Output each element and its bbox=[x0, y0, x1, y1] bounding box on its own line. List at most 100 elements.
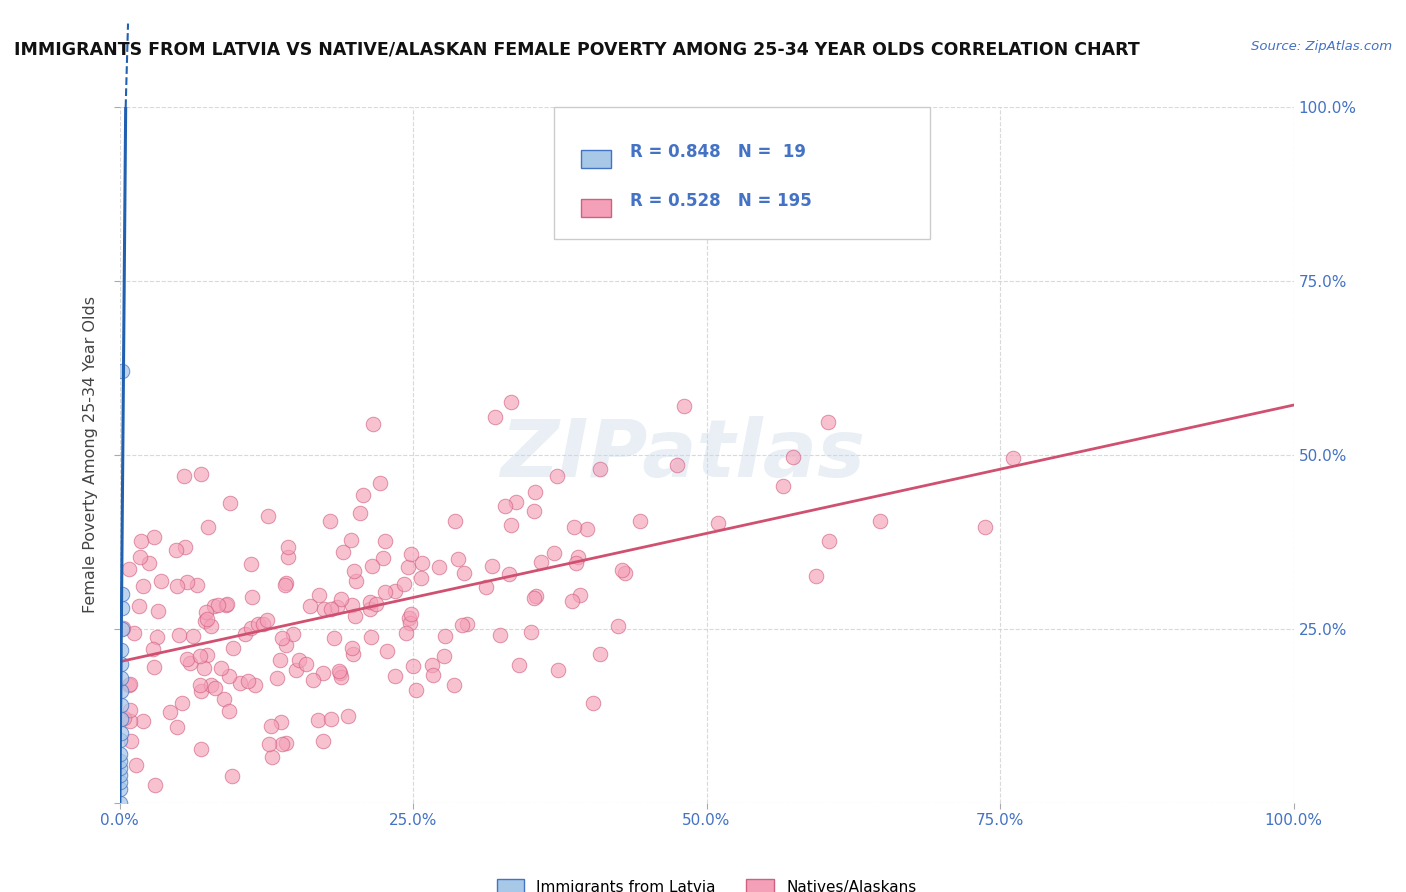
Point bbox=[200, 619, 222, 633]
Text: IMMIGRANTS FROM LATVIA VS NATIVE/ALASKAN FEMALE POVERTY AMONG 25-34 YEAR OLDS CO: IMMIGRANTS FROM LATVIA VS NATIVE/ALASKAN… bbox=[14, 40, 1140, 58]
Point bbox=[340, 598, 363, 612]
Point bbox=[343, 609, 366, 624]
Point bbox=[340, 533, 363, 548]
Point bbox=[243, 678, 266, 692]
Point bbox=[450, 618, 472, 632]
Point bbox=[252, 617, 274, 632]
Point bbox=[359, 602, 381, 616]
Point bbox=[173, 541, 195, 555]
Point bbox=[443, 678, 465, 692]
Point bbox=[197, 520, 219, 534]
Point bbox=[202, 599, 225, 614]
Point bbox=[498, 567, 520, 582]
Point bbox=[138, 556, 160, 570]
Point bbox=[569, 588, 592, 602]
Point bbox=[547, 663, 569, 677]
Point bbox=[233, 627, 256, 641]
Point bbox=[342, 647, 364, 661]
Point bbox=[240, 591, 263, 605]
Point bbox=[274, 577, 297, 591]
Point bbox=[128, 549, 150, 564]
Point bbox=[239, 621, 262, 635]
Point bbox=[817, 415, 839, 429]
FancyBboxPatch shape bbox=[581, 150, 612, 169]
Point bbox=[195, 612, 218, 626]
Point bbox=[360, 630, 382, 644]
Point bbox=[110, 684, 132, 698]
Point bbox=[543, 546, 565, 560]
Point bbox=[869, 514, 891, 528]
Point bbox=[375, 644, 398, 658]
Point bbox=[183, 629, 205, 643]
Point bbox=[612, 563, 634, 577]
Point bbox=[974, 520, 997, 534]
Text: ZIPatlas: ZIPatlas bbox=[501, 416, 866, 494]
Point bbox=[277, 541, 299, 555]
Point bbox=[222, 640, 245, 655]
Point bbox=[359, 595, 381, 609]
Point bbox=[772, 479, 794, 493]
Point bbox=[146, 604, 169, 618]
Point bbox=[146, 630, 169, 644]
Point bbox=[118, 561, 141, 575]
Point bbox=[117, 677, 139, 691]
Point bbox=[128, 599, 150, 613]
Y-axis label: Female Poverty Among 25-34 Year Olds: Female Poverty Among 25-34 Year Olds bbox=[83, 296, 98, 614]
Text: Source: ZipAtlas.com: Source: ZipAtlas.com bbox=[1251, 40, 1392, 54]
Point bbox=[666, 458, 689, 472]
Point bbox=[818, 533, 841, 548]
Point bbox=[1002, 450, 1025, 465]
Point bbox=[143, 660, 166, 674]
Point bbox=[494, 499, 516, 513]
Point bbox=[188, 648, 211, 663]
Point bbox=[672, 399, 695, 413]
Point bbox=[361, 417, 384, 431]
Point bbox=[484, 409, 506, 424]
Point bbox=[456, 617, 478, 632]
Point bbox=[274, 735, 297, 749]
Point bbox=[329, 666, 352, 681]
Point bbox=[256, 613, 278, 627]
Point bbox=[384, 669, 406, 683]
Point bbox=[159, 706, 181, 720]
Point bbox=[165, 542, 187, 557]
Point bbox=[120, 734, 142, 748]
Point bbox=[110, 671, 132, 685]
Point bbox=[422, 668, 444, 682]
Point bbox=[112, 621, 135, 635]
Point bbox=[453, 566, 475, 580]
Point bbox=[176, 574, 198, 589]
Point bbox=[260, 750, 283, 764]
Point bbox=[575, 522, 598, 536]
Point bbox=[110, 754, 132, 768]
Point bbox=[212, 692, 235, 706]
Point bbox=[508, 657, 530, 672]
Point bbox=[118, 676, 141, 690]
FancyBboxPatch shape bbox=[554, 107, 929, 239]
Point bbox=[176, 652, 198, 666]
Point bbox=[110, 747, 132, 761]
Point bbox=[221, 769, 243, 783]
Point bbox=[567, 550, 589, 565]
Point bbox=[269, 653, 291, 667]
Point bbox=[564, 557, 586, 571]
Text: R = 0.848   N =  19: R = 0.848 N = 19 bbox=[630, 144, 806, 161]
Point bbox=[524, 589, 547, 603]
Point bbox=[274, 638, 297, 652]
Point bbox=[125, 757, 148, 772]
Point bbox=[427, 559, 450, 574]
Point bbox=[374, 533, 396, 548]
Point bbox=[399, 547, 422, 561]
Point bbox=[287, 653, 309, 667]
Point bbox=[170, 696, 193, 710]
Point bbox=[131, 579, 153, 593]
Point bbox=[307, 713, 329, 727]
Point bbox=[194, 614, 217, 628]
Point bbox=[371, 550, 394, 565]
Point bbox=[374, 584, 396, 599]
Point bbox=[143, 779, 166, 793]
Point bbox=[274, 575, 297, 590]
Point bbox=[270, 714, 292, 729]
Point bbox=[319, 514, 342, 528]
Point bbox=[298, 599, 321, 613]
